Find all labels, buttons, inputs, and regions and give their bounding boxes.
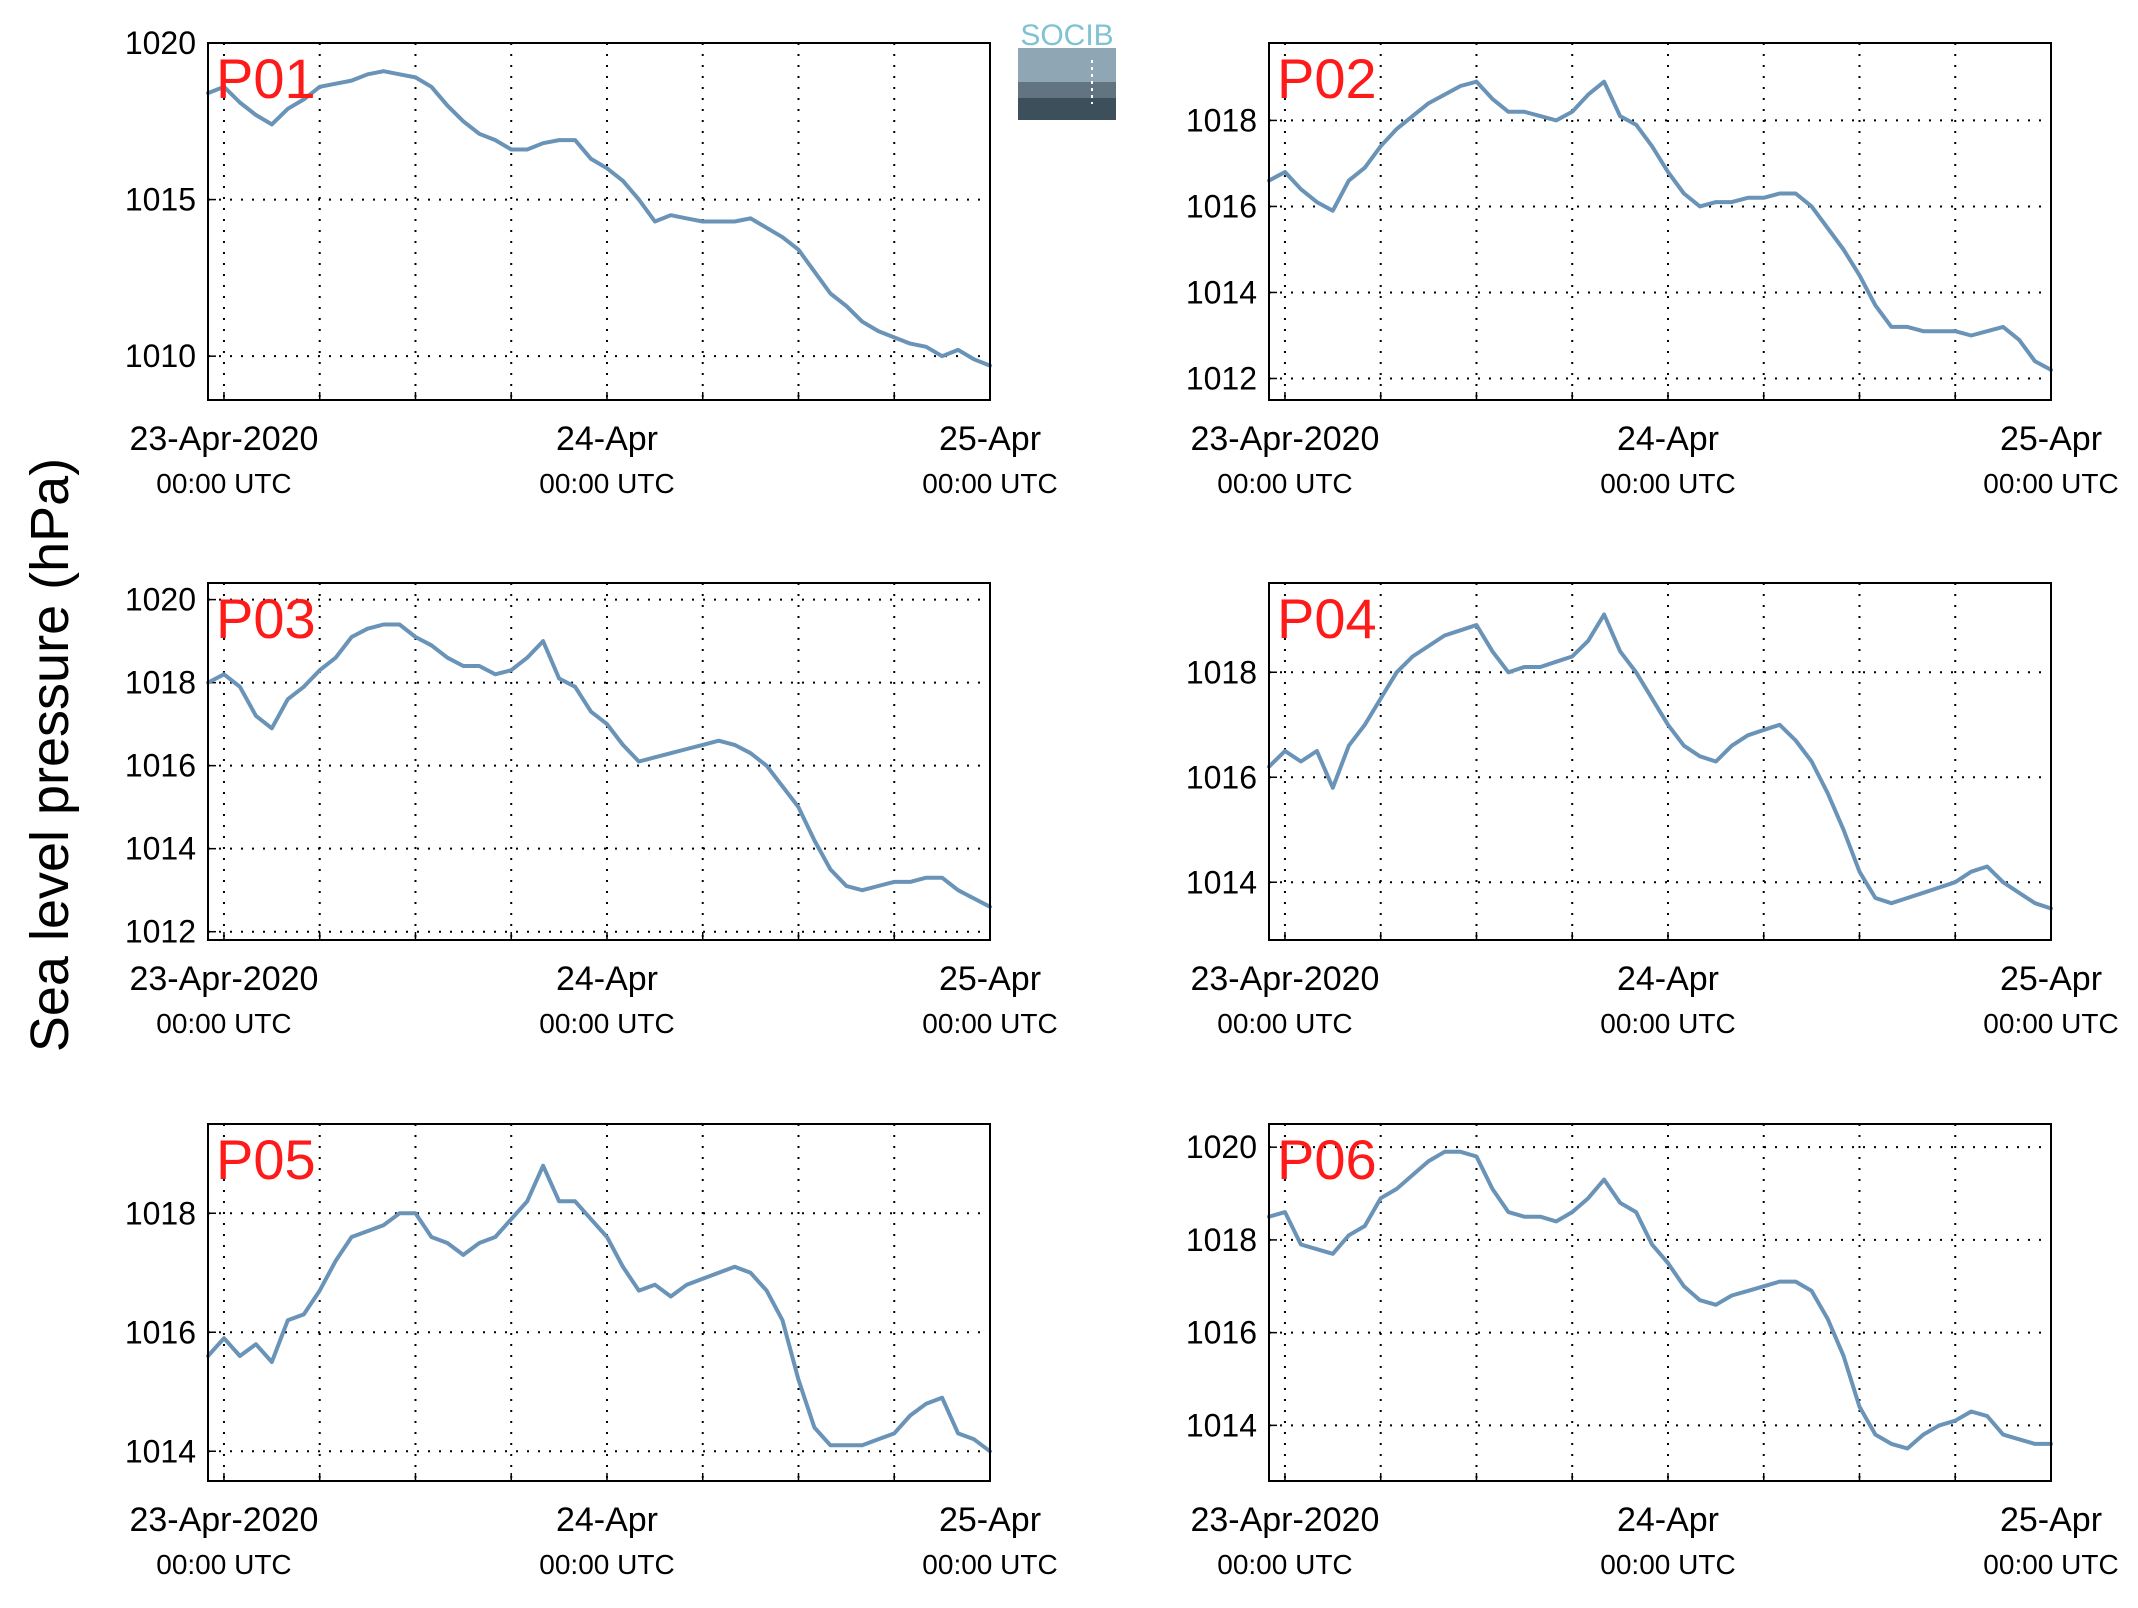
x-tick-sublabel: 00:00 UTC [156,1549,291,1580]
panel-label: P01 [216,47,316,110]
logo-text: SOCIB [1020,19,1113,52]
panel-label: P02 [1277,47,1377,110]
x-tick-sublabel: 00:00 UTC [539,468,674,499]
y-tick-label: 1014 [125,1433,196,1469]
x-tick-sublabel: 00:00 UTC [1217,468,1352,499]
panel-label: P06 [1277,1128,1377,1191]
series-line-p04 [1267,612,2053,911]
y-tick-label: 1018 [1186,102,1257,138]
panel-label: P04 [1277,587,1377,650]
axes-box [1268,582,2052,941]
x-tick-label: 23-Apr-2020 [1190,960,1379,998]
panel-p01: 1010 1015 1020 23-Apr-2020 00:00 UTC 24-Apr 00… [125,25,1058,499]
y-tick-label: 1014 [1186,1407,1257,1443]
y-axis-label: Sea level pressure (hPa) [20,458,80,1052]
y-tick-label: 1020 [125,582,196,618]
x-tick-sublabel: 00:00 UTC [922,468,1057,499]
axes-box [1268,42,2052,401]
x-tick-sublabel: 00:00 UTC [1217,1549,1352,1580]
x-tick-sublabel: 00:00 UTC [922,1549,1057,1580]
y-tick-label: 1018 [1186,654,1257,690]
y-tick-label: 1018 [125,1195,196,1231]
series-line-p05 [206,1163,992,1454]
y-tick-label: 1012 [125,914,196,950]
x-tick-sublabel: 00:00 UTC [1983,1008,2118,1039]
x-tick-label: 24-Apr [1617,960,1719,998]
x-tick-label: 25-Apr [2000,420,2102,458]
x-tick-label: 25-Apr [939,960,1041,998]
x-tick-sublabel: 00:00 UTC [539,1008,674,1039]
panel-label: P03 [216,587,316,650]
x-tick-sublabel: 00:00 UTC [1600,468,1735,499]
y-tick-label: 1012 [1186,360,1257,396]
socib-logo: SOCIB [1018,19,1116,120]
x-tick-sublabel: 00:00 UTC [922,1008,1057,1039]
x-tick-label: 23-Apr-2020 [129,960,318,998]
x-tick-sublabel: 00:00 UTC [1600,1549,1735,1580]
y-tick-label: 1020 [1186,1129,1257,1165]
x-tick-label: 25-Apr [2000,1501,2102,1539]
y-tick-label: 1016 [1186,759,1257,795]
x-tick-label: 23-Apr-2020 [129,420,318,458]
axes-box [207,582,991,941]
y-tick-label: 1016 [125,1314,196,1350]
y-tick-label: 1010 [125,338,196,374]
y-tick-label: 1020 [125,25,196,61]
axes-box [1268,1123,2052,1482]
panel-p02: 1012 1014 1016 1018 23-Apr-2020 00:00 UTC 24-A… [1186,42,2119,499]
panels: 1010 1015 1020 23-Apr-2020 00:00 UTC 24-Apr 00… [125,25,2119,1580]
series-line-p06 [1267,1149,2053,1451]
x-tick-label: 24-Apr [1617,1501,1719,1539]
series-line-p03 [206,622,992,909]
series-line-p02 [1267,79,2053,372]
y-tick-label: 1016 [1186,188,1257,224]
x-tick-label: 23-Apr-2020 [1190,420,1379,458]
y-tick-label: 1014 [125,831,196,867]
y-tick-label: 1014 [1186,864,1257,900]
series-line-p01 [206,69,992,368]
x-tick-sublabel: 00:00 UTC [156,468,291,499]
x-tick-sublabel: 00:00 UTC [1600,1008,1735,1039]
x-tick-label: 25-Apr [2000,960,2102,998]
y-tick-label: 1018 [125,665,196,701]
panel-p06: 1014 1016 1018 1020 23-Apr-2020 00:00 UTC 24-A… [1186,1123,2119,1580]
y-tick-label: 1014 [1186,274,1257,310]
x-tick-label: 25-Apr [939,420,1041,458]
y-tick-label: 1015 [125,182,196,218]
x-tick-label: 25-Apr [939,1501,1041,1539]
x-tick-sublabel: 00:00 UTC [1217,1008,1352,1039]
axes-box [207,1123,991,1482]
x-tick-sublabel: 00:00 UTC [1983,1549,2118,1580]
x-tick-sublabel: 00:00 UTC [156,1008,291,1039]
y-tick-label: 1016 [125,748,196,784]
x-tick-sublabel: 00:00 UTC [1983,468,2118,499]
x-tick-label: 24-Apr [1617,420,1719,458]
x-tick-label: 24-Apr [556,1501,658,1539]
y-tick-label: 1016 [1186,1315,1257,1351]
x-tick-label: 24-Apr [556,420,658,458]
x-tick-sublabel: 00:00 UTC [539,1549,674,1580]
panel-p04: 1014 1016 1018 23-Apr-2020 00:00 UTC 24-Apr 00… [1186,582,2119,1039]
axes-box [207,42,991,401]
y-tick-label: 1018 [1186,1222,1257,1258]
panel-p03: 1012 1014 1016 1018 1020 23-Apr-2020 00:00 UTC… [125,582,1058,1039]
x-tick-label: 23-Apr-2020 [1190,1501,1379,1539]
panel-label: P05 [216,1128,316,1191]
x-tick-label: 24-Apr [556,960,658,998]
panel-p05: 1014 1016 1018 23-Apr-2020 00:00 UTC 24-Apr 00… [125,1123,1058,1580]
x-tick-label: 23-Apr-2020 [129,1501,318,1539]
